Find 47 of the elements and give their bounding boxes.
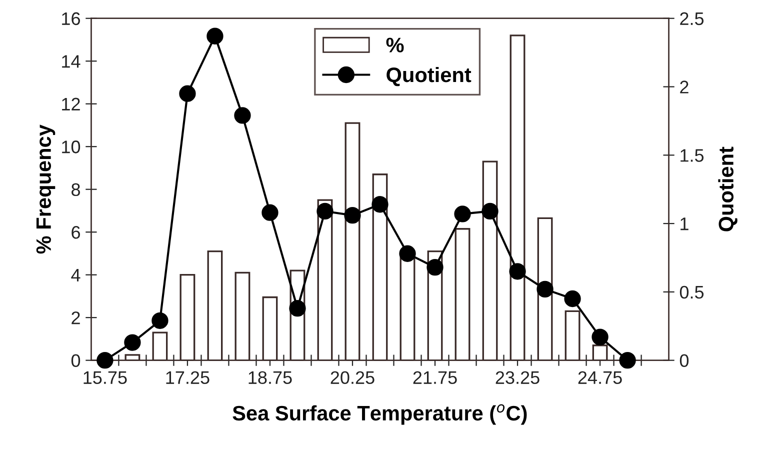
y-tick-label: 12 [62, 98, 80, 110]
x-tick-label: 17.25 [166, 371, 210, 384]
x-axis-title: Sea Surface Temperature ($^{o}$C) [232, 404, 527, 425]
legend-label: % [386, 38, 404, 52]
point [179, 85, 196, 102]
x-tick-label: 23.25 [496, 371, 540, 384]
point [482, 202, 498, 220]
point [619, 352, 636, 369]
point [344, 206, 361, 224]
point [399, 245, 416, 262]
y-tick-label: 10 [62, 140, 80, 154]
x-tick-label: 20.25 [330, 371, 374, 384]
point [234, 107, 251, 124]
x-tick-label: 24.75 [578, 371, 622, 384]
y2-tick-label: 2.5 [680, 12, 704, 26]
point [152, 312, 168, 329]
point [206, 28, 224, 44]
legend-label: Quotient [386, 66, 472, 86]
point [564, 290, 581, 308]
x-tick-label: 21.75 [413, 371, 457, 384]
y-tick-label: 6 [72, 226, 80, 239]
point [454, 206, 471, 222]
y-tick-label: 14 [62, 55, 80, 68]
y2-tick-label: 1.5 [680, 149, 704, 162]
y2-tick-label: 0 [680, 354, 689, 368]
point [536, 280, 554, 298]
point [372, 196, 388, 213]
y2-tick-label: 2 [680, 80, 688, 94]
point [124, 334, 141, 351]
y-tick-label: 4 [71, 268, 80, 282]
y2-tick-label: 0.5 [680, 286, 704, 299]
point [592, 328, 608, 346]
x-tick-label: 18.75 [248, 371, 292, 384]
point [316, 202, 334, 220]
point [509, 263, 526, 280]
point [262, 204, 278, 221]
y-tick-label: 16 [62, 12, 80, 26]
y-axis-title: % Frequency [36, 124, 56, 254]
y-tick-label: 8 [72, 183, 80, 196]
y-tick-label: 0 [71, 354, 80, 368]
y2-axis-title: Quotient [718, 146, 738, 232]
point [426, 258, 444, 276]
y-tick-label: 2 [72, 312, 80, 324]
point [96, 352, 114, 369]
x-tick-label: 15.75 [84, 371, 127, 384]
point [289, 300, 306, 317]
y2-tick-label: 1 [680, 218, 688, 230]
